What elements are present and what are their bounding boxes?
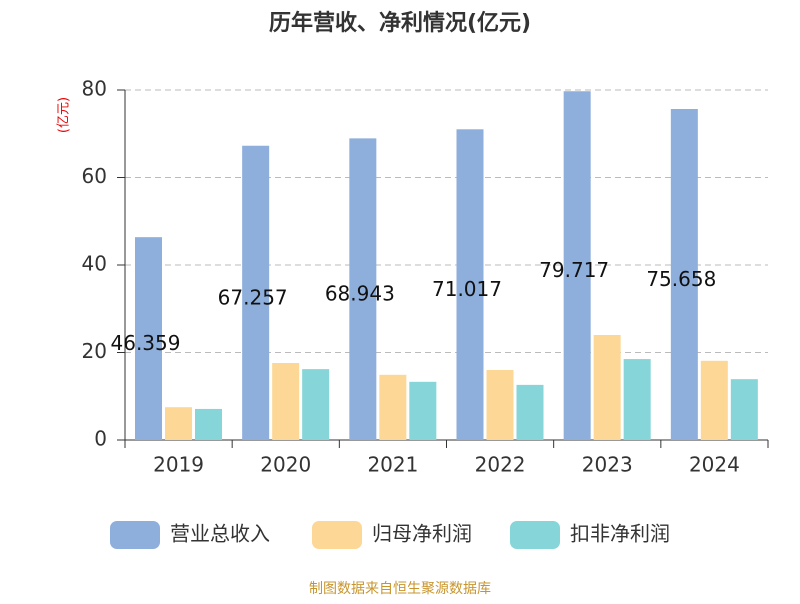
bar — [409, 381, 437, 440]
bar — [670, 108, 698, 440]
legend-swatch — [510, 521, 560, 549]
bar — [593, 335, 621, 440]
bar — [486, 370, 514, 440]
bar — [302, 369, 330, 440]
x-tick-label: 2021 — [367, 453, 418, 477]
value-label: 68.943 — [325, 282, 395, 306]
source-note: 制图数据来自恒生聚源数据库 — [309, 581, 491, 597]
bar — [349, 138, 377, 440]
value-label: 71.017 — [432, 277, 502, 301]
value-label: 67.257 — [218, 285, 288, 309]
x-tick-label: 2022 — [475, 453, 526, 477]
y-axis-label: (亿元) — [57, 97, 72, 133]
bar — [563, 91, 591, 440]
legend-label: 营业总收入 — [170, 522, 270, 546]
value-label: 75.658 — [646, 267, 716, 291]
legend-swatch — [110, 521, 160, 549]
y-tick-label: 60 — [82, 164, 107, 188]
bar — [272, 363, 300, 440]
legend-label: 扣非净利润 — [570, 522, 670, 546]
bar — [379, 374, 407, 440]
x-tick-label: 2024 — [689, 453, 740, 477]
x-tick-label: 2019 — [153, 453, 204, 477]
bar — [516, 384, 544, 440]
x-tick-label: 2020 — [260, 453, 311, 477]
bar — [195, 408, 222, 440]
bar — [165, 407, 192, 440]
y-tick-label: 80 — [82, 77, 107, 101]
y-tick-label: 0 — [94, 427, 107, 451]
y-tick-label: 40 — [82, 252, 107, 276]
value-label: 46.359 — [111, 331, 181, 355]
bar — [623, 359, 651, 440]
bar — [242, 145, 270, 441]
legend-swatch — [312, 521, 362, 549]
value-label: 79.717 — [539, 258, 609, 282]
x-tick-label: 2023 — [582, 453, 633, 477]
chart-title: 历年营收、净利情况(亿元) — [269, 10, 531, 36]
bar — [730, 379, 758, 440]
y-tick-label: 20 — [82, 339, 107, 363]
legend-label: 归母净利润 — [372, 522, 472, 546]
bar — [456, 129, 484, 440]
bar — [700, 360, 728, 440]
bar — [135, 237, 162, 440]
